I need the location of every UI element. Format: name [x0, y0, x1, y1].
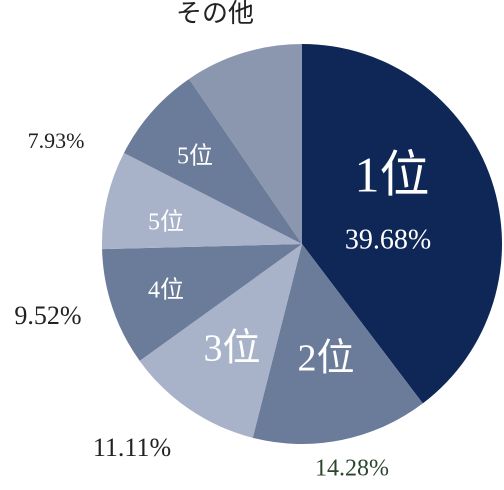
pie-slice — [139, 244, 302, 438]
value-label: 9.52% — [14, 301, 81, 330]
value-label: 14.28% — [315, 456, 389, 482]
slice-label: 3位 — [203, 328, 260, 370]
pie-slice — [302, 44, 502, 404]
slice-label: 5位 — [148, 209, 184, 236]
slice-label: 2位 — [297, 338, 354, 380]
pie-slice — [102, 244, 302, 361]
value-label: 7.93% — [28, 128, 85, 153]
slice-label: 1位 — [355, 146, 430, 202]
pie-slice — [102, 152, 302, 250]
value-label: 39.68% — [345, 224, 431, 255]
slice-label: 4位 — [148, 277, 184, 304]
pie-slice — [252, 244, 423, 445]
pie-slice — [123, 78, 302, 244]
value-label: 11.11% — [93, 433, 171, 462]
pie-slice — [189, 44, 302, 244]
slice-label: 5位 — [177, 143, 213, 170]
slice-label: その他 — [176, 0, 254, 28]
